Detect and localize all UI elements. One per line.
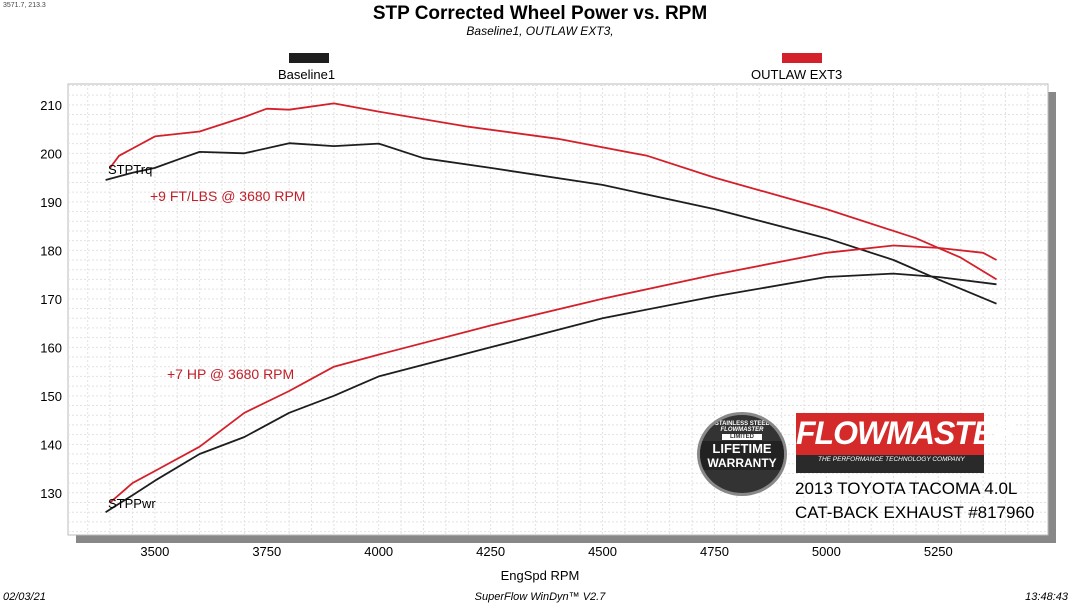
- y-tick-label: 150: [40, 389, 62, 404]
- chart-subtitle: Baseline1, OUTLAW EXT3,: [466, 24, 614, 38]
- power-gain-annotation: +7 HP @ 3680 RPM: [167, 366, 295, 382]
- cursor-readout: 3571.7, 213.3: [3, 2, 46, 9]
- frame-shadow-bottom: [76, 535, 1056, 543]
- x-tick-label: 5000: [812, 544, 841, 559]
- torque-gain-annotation: +9 FT/LBS @ 3680 RPM: [150, 188, 306, 204]
- legend-swatch-outlaw: [782, 53, 822, 63]
- footer-date: 02/03/21: [3, 591, 46, 603]
- power-label: STPPwr: [108, 496, 156, 511]
- y-tick-label: 180: [40, 243, 62, 258]
- x-tick-label: 4250: [476, 544, 505, 559]
- chart-title: STP Corrected Wheel Power vs. RPM: [372, 3, 708, 24]
- y-tick-label: 160: [40, 340, 62, 355]
- footer-time: 13:48:43: [1025, 591, 1068, 603]
- vehicle-label: 2013 TOYOTA TACOMA 4.0L: [795, 479, 1018, 498]
- x-tick-label: 4750: [700, 544, 729, 559]
- series-line-outlaw-stptrq: [109, 102, 997, 281]
- y-tick-label: 190: [40, 195, 62, 210]
- footer-software: SuperFlow WinDyn™ V2.7: [474, 591, 606, 603]
- series-line-baseline-stppwr: [105, 272, 997, 513]
- product-label: CAT-BACK EXHAUST #817960: [795, 503, 1035, 522]
- y-tick-label: 140: [40, 437, 62, 452]
- frame-shadow-right: [1048, 92, 1056, 543]
- y-tick-label: 130: [40, 486, 62, 501]
- legend-label-baseline[interactable]: Baseline1: [278, 67, 336, 82]
- legend-swatch-baseline: [289, 53, 329, 63]
- y-tick-label: 210: [40, 98, 62, 113]
- y-tick-label: 170: [40, 292, 62, 307]
- flowmaster-logo: FLOWMASTER THE PERFORMANCE TECHNOLOGY CO…: [796, 413, 1016, 473]
- x-axis-label: EngSpd RPM: [500, 568, 580, 583]
- series-line-outlaw-stppwr: [109, 244, 997, 504]
- y-tick-label: 200: [40, 146, 62, 161]
- x-tick-label: 4500: [588, 544, 617, 559]
- torque-label: STPTrq: [108, 162, 153, 177]
- legend-label-outlaw[interactable]: OUTLAW EXT3: [751, 67, 843, 82]
- x-tick-label: 5250: [924, 544, 953, 559]
- x-tick-label: 3750: [252, 544, 281, 559]
- x-tick-label: 3500: [140, 544, 169, 559]
- x-tick-label: 4000: [364, 544, 393, 559]
- series-line-baseline-stptrq: [105, 142, 997, 305]
- lifetime-warranty-badge: STAINLESS STEEL FLOWMASTER LIMITED LIFET…: [697, 412, 787, 496]
